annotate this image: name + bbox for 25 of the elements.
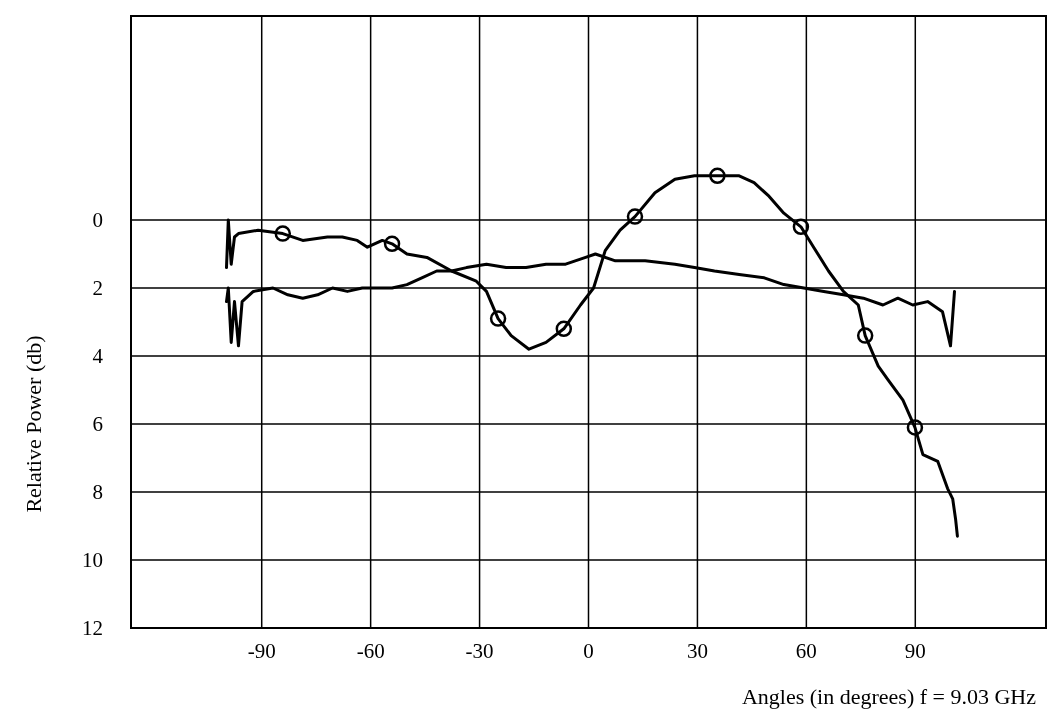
- x-tick-label: -30: [465, 639, 494, 663]
- x-tick-label: -60: [356, 639, 385, 663]
- point: [856, 327, 874, 344]
- y-tick-label: 12: [82, 616, 103, 641]
- y-tick-label: 10: [82, 548, 103, 573]
- point: [906, 419, 924, 436]
- point: [792, 218, 810, 236]
- y-tick-label: 8: [92, 480, 103, 505]
- x-axis-title: Angles (in degrees) f = 9.03 GHz: [741, 684, 1037, 709]
- point: [709, 167, 726, 185]
- x-tick-label: 30: [686, 639, 708, 663]
- y-tick-label: 0: [92, 208, 103, 233]
- y-tick-label: 6: [92, 412, 103, 437]
- x-tick-label: 0: [583, 639, 594, 663]
- y-tick-label: 2: [92, 276, 103, 301]
- x-tick-label: 90: [904, 639, 926, 663]
- y-tick-label: 4: [92, 344, 104, 369]
- point: [555, 320, 573, 338]
- point: [489, 310, 507, 327]
- point: [383, 235, 401, 253]
- x-tick-label: -90: [247, 639, 276, 663]
- x-tick-label: 60: [795, 639, 817, 663]
- y-axis-title: Relative Power (db): [21, 335, 46, 513]
- point: [626, 208, 644, 225]
- point: [274, 225, 292, 242]
